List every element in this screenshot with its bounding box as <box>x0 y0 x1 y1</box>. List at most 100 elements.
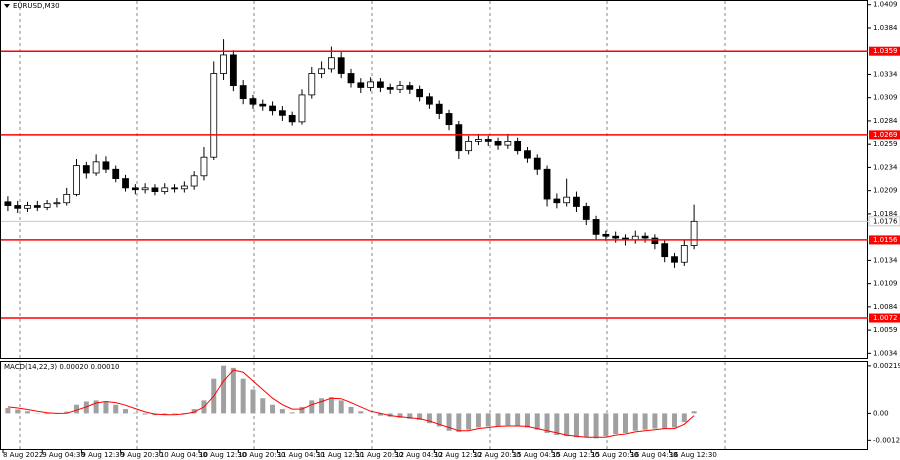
macd-bar <box>74 404 80 414</box>
candle-body <box>63 193 71 204</box>
candle-body <box>651 237 659 245</box>
level-label: 1.0269 <box>873 131 898 139</box>
macd-bar <box>564 413 570 437</box>
y-tick-label: 1.0084 <box>873 303 898 311</box>
macd-bar <box>83 401 89 414</box>
signal-line <box>7 369 695 438</box>
y-tick-label: 1.0034 <box>873 349 898 357</box>
candle-body <box>318 68 325 74</box>
candle-body <box>396 85 404 90</box>
candle-body <box>249 98 257 105</box>
candle-body <box>475 139 482 142</box>
macd-bar <box>397 413 403 418</box>
candle-body <box>416 88 424 98</box>
candle-body <box>24 205 31 209</box>
candle-body <box>200 156 208 177</box>
x-tick-label: 9 Aug 04:30 <box>42 451 85 459</box>
candle-body <box>298 94 306 123</box>
y-tick-label: 1.0384 <box>873 24 898 32</box>
macd-bar <box>221 365 227 414</box>
candle-body <box>161 187 169 192</box>
macd-bar <box>387 413 393 417</box>
y-tick-label: 1.0284 <box>873 117 898 125</box>
x-tick-label: 16 Aug 12:30 <box>670 451 717 459</box>
candle-body <box>367 81 375 88</box>
macd-bar <box>436 413 442 427</box>
y-tick-label: 1.0309 <box>873 94 898 102</box>
macd-bar <box>544 413 550 433</box>
macd-bar <box>446 413 452 431</box>
candle-body <box>151 187 159 192</box>
level-label-box <box>869 46 900 56</box>
macd-bar <box>132 412 138 414</box>
candle-body <box>592 219 600 235</box>
candle-body <box>377 81 384 88</box>
candle-body <box>33 205 41 208</box>
macd-bar <box>524 413 530 428</box>
macd-bar <box>240 378 246 414</box>
macd-bar <box>407 413 413 419</box>
x-tick-label: 11 Aug 12:30 <box>317 451 364 459</box>
candle-body <box>278 110 286 116</box>
candle-body <box>82 165 90 174</box>
candle-body <box>455 124 463 152</box>
candle-body <box>563 196 571 204</box>
candle-body <box>171 187 178 190</box>
y-tick-label: 0.00219 <box>873 362 900 370</box>
candle-body <box>210 73 218 158</box>
candle-body <box>357 82 365 88</box>
macd-bar <box>495 413 501 427</box>
candle-body <box>14 205 22 209</box>
macd-bar <box>456 413 462 432</box>
macd-bar <box>260 398 266 414</box>
macd-bar <box>613 413 619 435</box>
macd-bar <box>319 398 325 414</box>
candle-body <box>612 235 620 239</box>
macd-bar <box>622 413 628 433</box>
macd-bar <box>573 413 579 438</box>
macd-bar <box>93 400 99 414</box>
candle-body <box>514 140 522 152</box>
macd-bar <box>554 413 560 436</box>
macd-title: MACD(14,22,3) 0.00020 0.00010 <box>4 363 120 371</box>
y-tick-label: 1.0209 <box>873 187 898 195</box>
macd-bar <box>64 411 70 414</box>
candle-body <box>269 105 276 112</box>
y-tick-label: 1.0059 <box>873 326 898 334</box>
macd-bar <box>103 401 109 414</box>
candle-body <box>386 87 394 90</box>
candle-body <box>504 140 512 146</box>
level-label: 1.0156 <box>873 236 898 244</box>
macd-bar <box>671 413 677 428</box>
candle-body <box>661 243 669 258</box>
macd-bar <box>191 409 197 414</box>
candle-body <box>690 220 698 246</box>
x-tick-label: 10 Aug 12:30 <box>199 451 246 459</box>
candle-body <box>220 54 227 74</box>
x-tick-label: 12 Aug 04:30 <box>395 451 442 459</box>
candle-body <box>435 103 443 114</box>
candle-body <box>308 73 316 96</box>
macd-bar <box>289 412 295 414</box>
candle-body <box>533 157 541 170</box>
candle-body <box>180 185 188 190</box>
candle-body <box>190 175 198 187</box>
macd-bar <box>230 367 236 414</box>
macd-bar <box>534 413 540 430</box>
candle-body <box>229 54 237 87</box>
candle-body <box>602 233 610 237</box>
x-tick-label: 15 Aug 12:30 <box>552 451 599 459</box>
x-tick-label: 11 Aug 04:30 <box>277 451 324 459</box>
macd-bar <box>358 411 364 414</box>
candle-body <box>573 196 580 207</box>
candle-body <box>347 73 355 84</box>
macd-bar <box>162 413 168 415</box>
macd-bar <box>652 413 658 429</box>
y-tick-label: 1.0259 <box>873 140 898 148</box>
level-label-box <box>869 130 900 140</box>
level-label-box <box>869 313 900 323</box>
x-tick-label: 16 Aug 04:30 <box>630 451 677 459</box>
macd-bar <box>348 406 354 414</box>
candle-body <box>445 113 453 126</box>
